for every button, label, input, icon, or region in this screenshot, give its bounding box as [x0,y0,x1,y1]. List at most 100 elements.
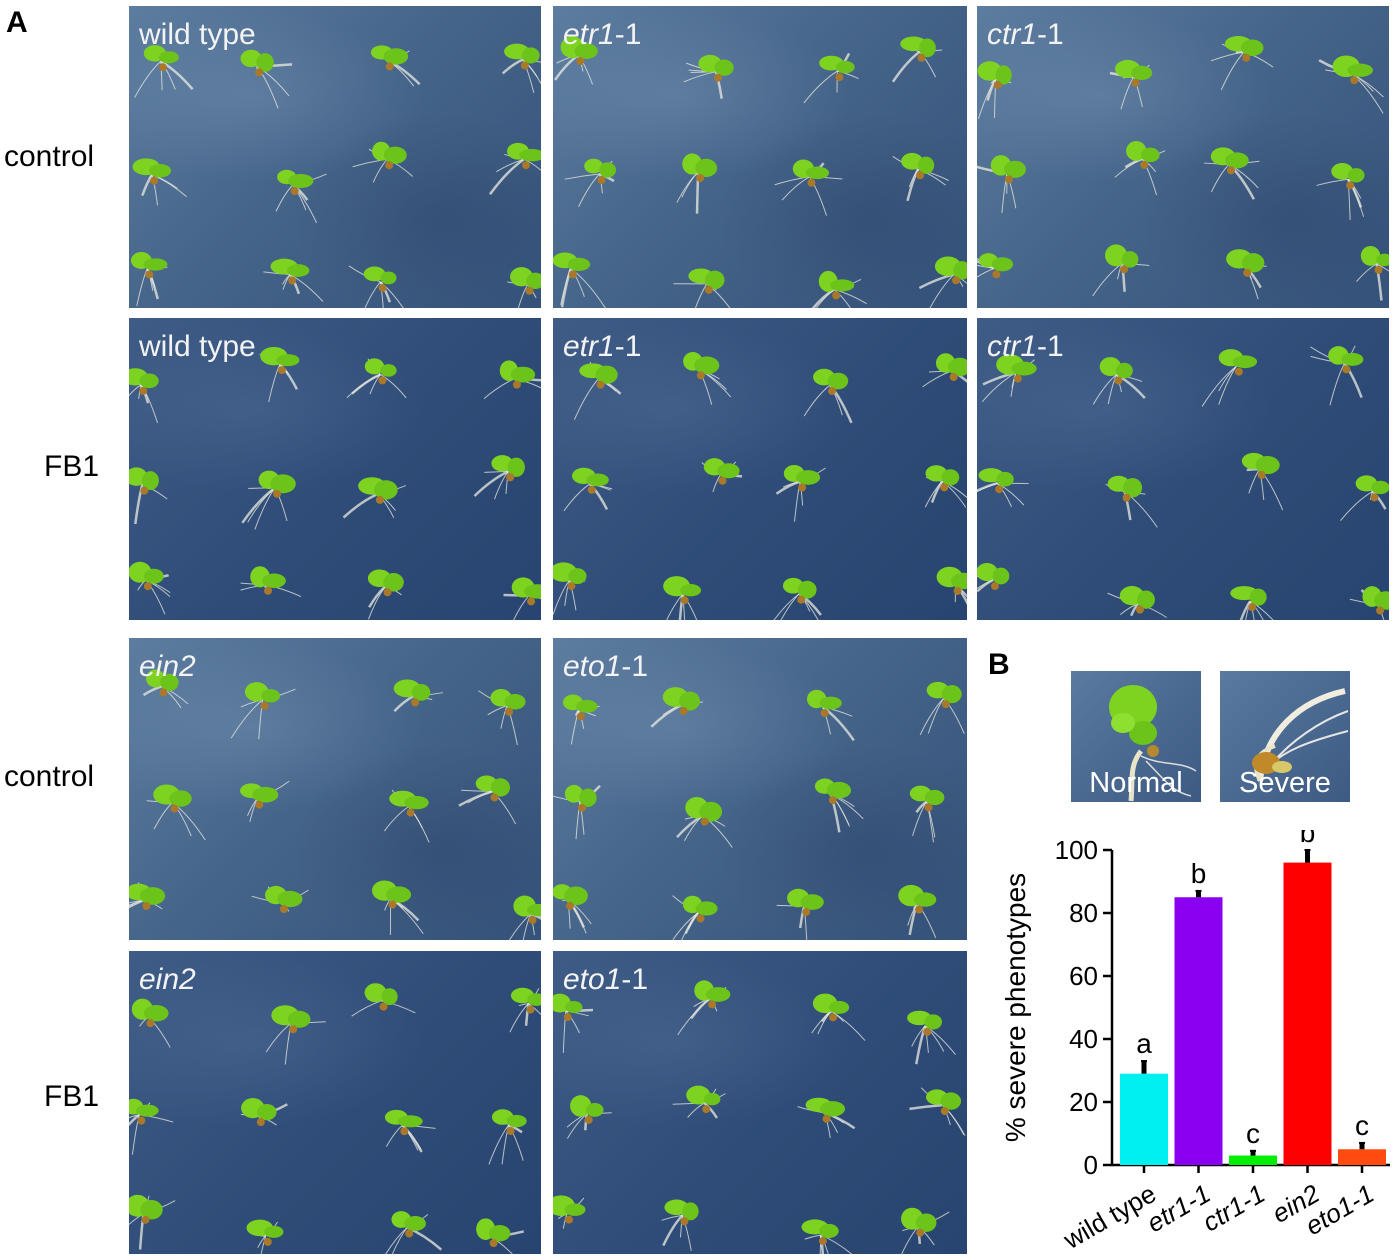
seedling [259,346,300,403]
seedling [672,1085,726,1119]
row-label-control-top: control [4,140,95,173]
seedling [129,1098,174,1155]
photo-caption: ein2 [139,650,196,683]
photo-caption: wild type [139,18,256,51]
seedling [348,265,404,308]
y-tick-label: 20 [1069,1087,1098,1117]
panel-a-letter: A [6,6,28,39]
seedling [663,576,702,620]
seedling [801,1219,853,1254]
seedlings-image [553,681,965,940]
seedling [367,569,404,620]
row-label-control-bottom: control [4,760,95,793]
seedling [251,885,309,914]
seedling [1230,586,1274,620]
seedling [351,983,416,1017]
seedling [501,43,541,94]
seedling [803,368,853,424]
seedlings-image [129,669,541,940]
seedling [909,785,945,843]
seedling [476,1218,525,1254]
seedlings-image [977,345,1389,620]
seedling [977,468,1029,508]
row-label-fb1-top: FB1 [44,450,100,483]
seedling [701,458,743,493]
seedling [134,45,194,98]
seedling [483,360,541,400]
seedling [384,1109,436,1153]
seedling [814,778,864,833]
bar [1120,1073,1168,1165]
seedling [1340,475,1389,521]
seedling [909,1087,966,1136]
seedling [240,49,293,109]
seedling [473,455,525,500]
seedling [1318,55,1384,114]
seedling [907,1010,956,1065]
photo-fb1-eto1-1: eto1-1 [553,951,967,1254]
seedling [265,1005,326,1065]
y-tick-label: 40 [1069,1024,1098,1054]
seedling [1241,452,1284,511]
seedling [129,467,168,525]
y-tick-label: 0 [1084,1150,1098,1180]
seedling [1210,36,1274,91]
y-axis-label: % severe phenotypes [1000,873,1031,1142]
seedlings-image [977,36,1389,301]
photo-fb1-ein2: ein2 [129,951,541,1254]
seedling [553,562,587,615]
seedling [811,270,867,308]
seedling [919,681,965,736]
seedling [683,54,734,99]
seedling [676,796,733,848]
seedling [146,784,206,841]
photo-control-wild-type: wild type [129,6,541,308]
seedling [1226,249,1267,300]
seedling [240,780,290,822]
severe-seedling-image [1252,688,1349,782]
bar [1283,862,1332,1165]
seedling [1092,244,1150,297]
panel-b-letter: B [988,648,1010,681]
seedling [509,987,541,1033]
seedling [1092,357,1146,405]
seedling [503,577,541,620]
seedling [478,689,526,746]
seedling [650,687,704,728]
seedling [977,253,1013,279]
seedling [924,465,967,508]
seedling [507,267,541,308]
seedling [673,268,731,308]
photo-caption: etr1-1 [563,330,642,363]
seedling [892,152,949,202]
seedlings-image [129,983,541,1254]
seedling [1107,585,1167,618]
bar [1229,1155,1277,1165]
photo-fb1-ctr1-1: ctr1-1 [977,318,1389,620]
seedlings-image [130,43,541,308]
seedling [773,577,822,620]
seedling [797,1097,856,1138]
seedling [246,1219,284,1254]
photo-control-eto1-1: eto1-1 [553,638,967,940]
seedling [677,980,731,1036]
photo-caption: wild type [139,330,256,363]
seedling [564,158,617,208]
y-tick-label: 60 [1069,961,1098,991]
photo-control-ctr1-1: ctr1-1 [977,6,1389,308]
seedling [661,1199,699,1251]
seedling [230,682,296,740]
seedling [393,679,444,713]
seedling [1105,475,1158,528]
seedling [383,789,430,843]
seedling [891,36,943,83]
bar [1338,1149,1386,1165]
seedling [1310,345,1364,406]
significance-letter: b [1300,830,1316,848]
seedling [240,1098,288,1127]
seedling [263,258,324,302]
seedlings-image [553,36,967,308]
seedling [776,888,824,940]
seedling [811,993,866,1041]
seedling [553,784,601,840]
